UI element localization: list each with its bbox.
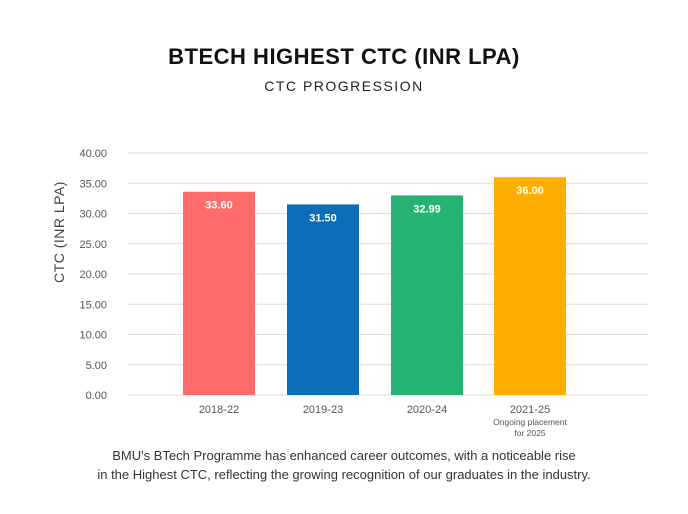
y-tick-label: 25.00 (79, 239, 107, 251)
y-axis-label: CTC (INR LPA) (51, 181, 67, 283)
bar-2020-24 (391, 195, 463, 395)
bar-2021-25 (494, 177, 566, 395)
caption-line-2: in the Highest CTC, reflecting the growi… (97, 467, 591, 482)
x-tick-label: 2018-22 (199, 404, 239, 416)
y-tick-label: 40.00 (79, 148, 107, 160)
y-tick-label: 15.00 (79, 299, 107, 311)
data-label: 36.00 (516, 185, 544, 197)
x-tick-note: Ongoing placement for 2025 (493, 417, 567, 438)
x-tick-label: 2019-23 (303, 404, 343, 416)
chart-title: BTECH HIGHEST CTC (INR LPA) (168, 44, 520, 69)
label-layer: 0.00 5.00 10.00 15.00 20.00 25.00 30.00 35.00 40… (79, 148, 567, 438)
bar-chart: 0.00 5.00 10.00 15.00 20.00 25.00 30.00 35.00 40… (51, 148, 648, 438)
y-tick-label: 35.00 (79, 178, 107, 190)
caption-line-1: BMU's BTech Programme has enhanced caree… (112, 448, 576, 463)
y-tick-label: 0.00 (86, 390, 107, 402)
x-tick-note-line: Ongoing placement (493, 417, 567, 427)
bar-2018-22 (183, 191, 255, 395)
bar-2019-23 (287, 204, 359, 395)
x-tick-label: 2020-24 (407, 404, 447, 416)
chart-subtitle: CTC PROGRESSION (264, 78, 424, 94)
data-label: 32.99 (413, 203, 441, 215)
chart-caption: BMU's BTech Programme has enhanced caree… (0, 446, 688, 484)
y-tick-label: 5.00 (86, 360, 107, 372)
y-tick-label: 10.00 (79, 330, 107, 342)
bar-layer (183, 177, 566, 395)
data-label: 31.50 (309, 212, 337, 224)
x-tick-label: 2021-25 (510, 404, 550, 416)
data-label: 33.60 (205, 200, 233, 212)
x-tick-note-line: for 2025 (514, 428, 545, 438)
y-tick-label: 20.00 (79, 269, 107, 281)
y-tick-label: 30.00 (79, 209, 107, 221)
